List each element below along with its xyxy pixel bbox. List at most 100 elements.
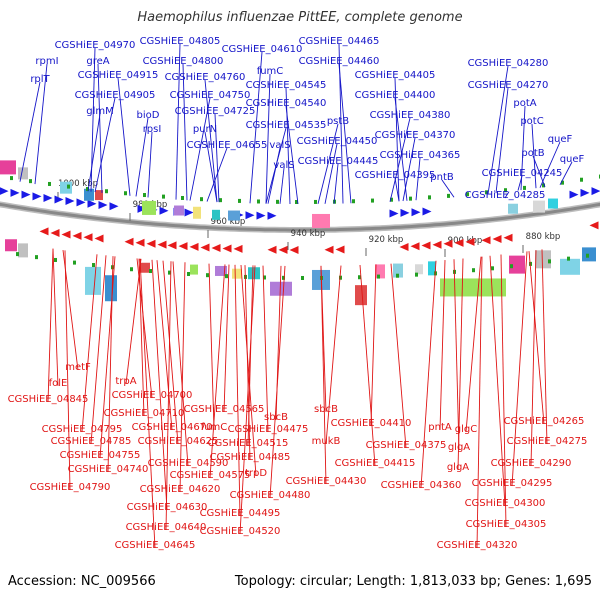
minor-marker: [510, 264, 513, 269]
leader-line: [117, 77, 131, 196]
gene-label-top: CGSHiEE_04750: [170, 90, 251, 101]
leader-line: [206, 147, 228, 202]
forward-gene-arrow: [267, 211, 277, 220]
gene-label-top: CGSHiEE_04405: [355, 70, 436, 81]
leader-line: [135, 117, 149, 197]
gene-label-bottom: CGSHiEE_04565: [184, 404, 265, 415]
forward-gene-arrow: [98, 201, 108, 210]
minor-marker: [206, 273, 209, 278]
tick-label: 960 kbp: [211, 217, 246, 227]
topology-text: Topology: circular; Length: 1,813,033 bp…: [234, 574, 592, 589]
accession-text: Accession: NC_009566: [8, 574, 156, 589]
gene-label-top: valS: [269, 140, 290, 151]
minor-marker: [73, 260, 76, 265]
gene-label-bottom: CGSHiEE_04700: [112, 390, 193, 401]
reverse-gene-arrow: [211, 244, 221, 253]
reverse-gene-arrow: [503, 233, 513, 242]
gene-label-top: CGSHiEE_04370: [375, 130, 456, 141]
gene-label-bottom: CGSHiEE_04670: [132, 422, 213, 433]
gene-label-bottom: glgA: [447, 462, 469, 473]
forward-gene-arrow: [256, 211, 266, 220]
forward-gene-arrow: [400, 208, 410, 217]
feature-block: [232, 268, 242, 279]
gene-label-top: CGSHiEE_04725: [175, 106, 256, 117]
leader-line: [87, 113, 101, 192]
leader-line: [495, 87, 509, 194]
gene-label-bottom: CGSHiEE_04520: [200, 526, 281, 537]
feature-block: [270, 281, 292, 296]
leader-line: [285, 87, 291, 204]
reverse-gene-arrow: [589, 221, 599, 230]
feature-block: [174, 205, 184, 216]
gene-label-top: CGSHiEE_04450: [297, 136, 378, 147]
leader-line: [240, 264, 257, 477]
gene-label-top: CGSHiEE_04805: [140, 36, 221, 47]
feature-block: [85, 266, 101, 295]
gene-label-bottom: CGSHiEE_04640: [126, 522, 207, 533]
forward-gene-arrow: [184, 208, 194, 217]
gene-label-bottom: CGSHiEE_04845: [8, 394, 89, 405]
minor-marker: [263, 275, 266, 280]
gene-label-bottom: glgC: [455, 424, 477, 435]
leader-line: [441, 179, 455, 198]
leader-line: [453, 259, 460, 451]
leader-line: [465, 256, 482, 433]
minor-marker: [143, 193, 146, 198]
gene-label-bottom: CGSHiEE_04645: [115, 540, 196, 551]
gene-label-top: glmM: [86, 106, 114, 117]
leader-line: [34, 63, 48, 185]
minor-marker: [567, 256, 570, 261]
gene-label-bottom: CGSHiEE_04795: [42, 424, 123, 435]
gene-label-bottom: CGSHiEE_04590: [148, 458, 229, 469]
gene-label-bottom: CGSHiEE_04790: [30, 482, 111, 493]
minor-marker: [238, 198, 241, 203]
forward-gene-arrow: [389, 209, 399, 218]
minor-marker: [396, 273, 399, 278]
leader-line: [239, 265, 256, 535]
feature-block: [248, 267, 260, 280]
forward-gene-arrow: [109, 202, 119, 211]
leader-line: [389, 117, 411, 202]
gene-label-top: CGSHiEE_04400: [355, 90, 436, 101]
gene-label-bottom: CGSHiEE_04410: [331, 418, 412, 429]
minor-marker: [472, 268, 475, 273]
leader-line: [125, 258, 142, 385]
gene-label-bottom: folE: [49, 378, 68, 389]
leader-line: [64, 250, 71, 491]
gene-label-top: rplT: [30, 74, 50, 85]
minor-marker: [485, 190, 488, 195]
gene-label-top: rpmI: [35, 56, 58, 67]
backbone-ring: [0, 202, 600, 232]
gene-label-top: purN: [193, 124, 217, 135]
minor-marker: [428, 195, 431, 200]
gene-label-bottom: glgA: [448, 442, 470, 453]
feature-block: [508, 203, 518, 214]
feature-block: [5, 239, 17, 252]
minor-marker: [523, 185, 526, 190]
minor-marker: [314, 199, 317, 204]
minor-marker: [377, 274, 380, 279]
reverse-gene-arrow: [146, 239, 156, 248]
leader-line: [267, 147, 281, 204]
leader-line: [333, 163, 339, 204]
minor-marker: [219, 198, 222, 203]
feature-block: [142, 200, 156, 215]
reverse-gene-arrow: [222, 244, 232, 253]
forward-gene-arrow: [0, 187, 9, 195]
leader-line: [317, 123, 339, 205]
leader-line: [94, 97, 116, 193]
reverse-gene-arrow: [454, 238, 464, 247]
leader-line: [97, 63, 103, 193]
reverse-gene-arrow: [157, 240, 167, 249]
leader-line: [265, 73, 271, 204]
leader-line: [138, 258, 145, 417]
forward-gene-arrow: [591, 187, 600, 196]
gene-label-top: CGSHiEE_04655: [187, 140, 268, 151]
feature-block: [95, 190, 103, 201]
gene-label-top: pntB: [430, 172, 454, 183]
map-title: Haemophilus influenzae PittEE, complete …: [137, 10, 463, 25]
minor-marker: [105, 189, 108, 194]
leader-line: [209, 264, 226, 479]
gene-label-top: CGSHiEE_04280: [468, 58, 549, 69]
